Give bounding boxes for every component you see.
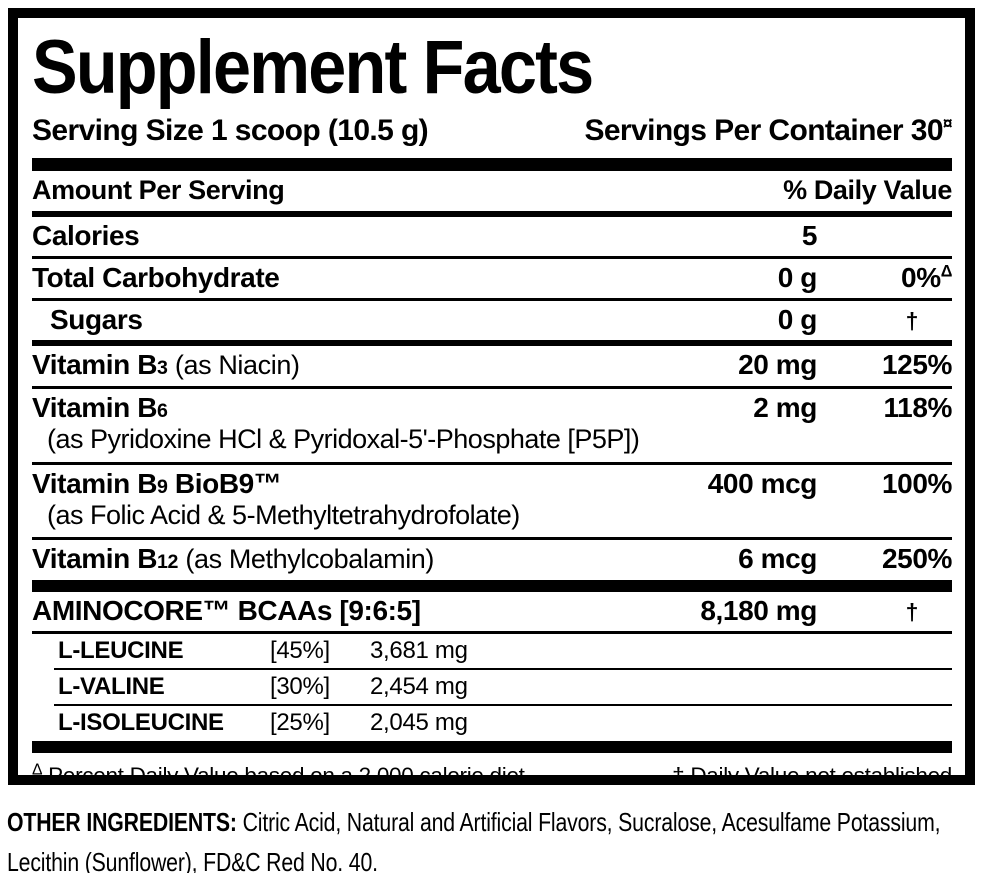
- supplement-facts-panel: Supplement Facts Serving Size 1 scoop (1…: [8, 8, 975, 785]
- divider-thick: [32, 158, 952, 172]
- divider-thin: [32, 385, 952, 389]
- vitamin-b6-source: (as Pyridoxine HCl & Pyridoxal-5'-Phosph…: [47, 423, 640, 454]
- aminocore-dv: †: [905, 598, 919, 625]
- l-valine-percent: [30%]: [270, 673, 330, 701]
- column-header-row: Amount Per Serving % Daily Value: [32, 171, 952, 211]
- row-calories: Calories 5: [32, 219, 818, 251]
- vitamin-b6-amount: 2 mg: [753, 391, 817, 423]
- l-leucine-percent: [45%]: [270, 636, 330, 664]
- total-carbohydrate-dv: 0%Δ: [901, 262, 953, 294]
- other-ingredients-text: Citric Acid, Natural and Artificial Flav…: [7, 807, 941, 873]
- row-vitamin-b6: Vitamin B6 2 mg 118%: [32, 391, 953, 423]
- vitamin-b12-amount: 6 mcg: [738, 543, 817, 575]
- vitamin-b12-dv: 250%: [881, 543, 952, 575]
- divider-medium: [32, 340, 952, 347]
- sugars-dv: †: [905, 308, 919, 335]
- divider-thin: [32, 256, 952, 260]
- panel-title: Supplement Facts: [32, 25, 594, 110]
- row-l-leucine: L-LEUCINE [45%] 3,681 mg: [32, 634, 952, 668]
- servings-per-container: Servings Per Container 30¤: [584, 113, 953, 148]
- divider-thick: [32, 579, 952, 592]
- l-leucine-amount: 3,681 mg: [370, 636, 468, 664]
- vitamin-b3-dv: 125%: [881, 349, 952, 381]
- row-vitamin-b3: Vitamin B3 (as Niacin) 20 mg 125%: [32, 349, 952, 381]
- serving-size: Serving Size 1 scoop (10.5 g): [32, 114, 429, 148]
- total-carbohydrate-amount: 0 g: [777, 262, 818, 294]
- row-l-valine: L-VALINE [30%] 2,454 mg: [32, 670, 952, 704]
- divider-thin: [32, 537, 952, 541]
- row-vitamin-b9: Vitamin B9 BioB9™ 400 mcg 100%: [32, 467, 952, 499]
- dv-footnote-mark: Δ: [940, 262, 953, 281]
- l-isoleucine-amount: 2,045 mg: [370, 709, 468, 737]
- l-valine-amount: 2,454 mg: [370, 673, 468, 701]
- row-total-carbohydrate: Total Carbohydrate 0 g 0%Δ: [32, 262, 953, 294]
- vitamin-b9-dv: 100%: [881, 467, 952, 499]
- aminocore-amount: 8,180 mg: [700, 594, 817, 626]
- amount-per-serving-header: Amount Per Serving: [32, 175, 285, 206]
- l-isoleucine-percent: [25%]: [270, 709, 330, 737]
- serving-info-row: Serving Size 1 scoop (10.5 g) Servings P…: [32, 113, 953, 158]
- divider-thin-indented: [54, 704, 952, 707]
- footnote-daily-value: Δ Percent Daily Value based on a 2,000 c…: [32, 761, 525, 785]
- divider-thin: [32, 630, 952, 634]
- calories-amount: 5: [801, 219, 818, 251]
- row-sugars: Sugars 0 g †: [32, 301, 952, 340]
- divider-thin: [32, 298, 952, 302]
- row-vitamin-b12: Vitamin B12 (as Methylcobalamin) 6 mcg 2…: [32, 543, 952, 575]
- divider-thin-indented: [54, 668, 952, 671]
- footnotes-row: Δ Percent Daily Value based on a 2,000 c…: [32, 753, 952, 785]
- other-ingredients: OTHER INGREDIENTS: Citric Acid, Natural …: [7, 802, 980, 873]
- divider-medium: [32, 210, 952, 217]
- servings-footnote-mark: ¤: [942, 113, 953, 134]
- divider-thin: [32, 461, 952, 465]
- triangle-footnote-mark: Δ: [32, 761, 43, 779]
- vitamin-b3-amount: 20 mg: [738, 349, 817, 381]
- sugars-amount: 0 g: [777, 304, 818, 336]
- footnote-not-established: † Daily Value not established: [672, 762, 952, 785]
- row-l-isoleucine: L-ISOLEUCINE [25%] 2,045 mg: [32, 706, 952, 740]
- row-aminocore-bcaas: AMINOCORE™ BCAAs [9:6:5] 8,180 mg †: [32, 592, 952, 631]
- other-ingredients-label: OTHER INGREDIENTS:: [7, 807, 237, 837]
- divider-thick: [32, 740, 952, 753]
- vitamin-b6-dv: 118%: [883, 391, 953, 423]
- dagger-footnote-mark: †: [672, 762, 685, 785]
- daily-value-header: % Daily Value: [783, 175, 952, 206]
- vitamin-b9-amount: 400 mcg: [707, 467, 818, 499]
- vitamin-b9-source: (as Folic Acid & 5-Methyltetrahydrofolat…: [47, 499, 520, 530]
